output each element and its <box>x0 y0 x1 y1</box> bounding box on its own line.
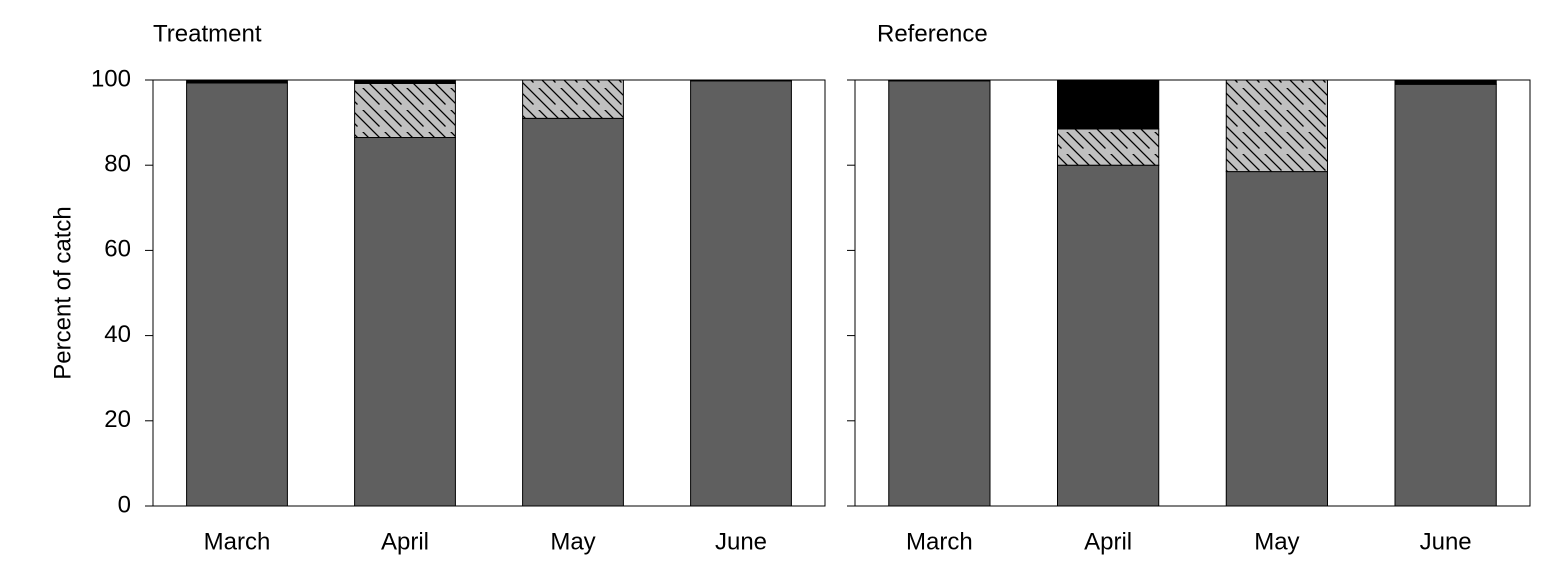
x-tick-label: March <box>906 528 973 555</box>
bar-segment <box>354 137 456 507</box>
y-tick-label: 100 <box>91 65 131 92</box>
bar-segment <box>1057 79 1160 130</box>
bar-segment <box>1394 79 1497 85</box>
x-tick-label: May <box>1254 528 1299 555</box>
y-tick-label: 0 <box>118 491 131 518</box>
x-tick-label: May <box>550 528 595 555</box>
bar-segment <box>186 82 288 507</box>
bar-segment <box>1057 164 1160 507</box>
bar-segment <box>1225 171 1328 507</box>
y-tick-label: 60 <box>104 236 131 263</box>
panel-title: Treatment <box>153 20 262 47</box>
bar-segment <box>1057 128 1160 166</box>
bar-segment <box>888 80 991 507</box>
bar-segment <box>354 82 456 139</box>
plot-frame <box>854 79 1531 507</box>
y-tick-label: 20 <box>104 406 131 433</box>
x-tick-label: March <box>204 528 271 555</box>
x-tick-label: April <box>1084 528 1132 555</box>
y-axis-label: Percent of catch <box>49 206 76 379</box>
bar-segment <box>522 117 624 507</box>
bar-segment <box>1394 83 1497 507</box>
x-tick-label: June <box>1420 528 1472 555</box>
plot-frame <box>152 79 826 507</box>
bar-segment <box>690 80 792 507</box>
bar-segment <box>354 79 456 84</box>
x-tick-label: June <box>715 528 767 555</box>
y-tick-label: 80 <box>104 151 131 178</box>
y-tick-label: 40 <box>104 321 131 348</box>
panel-title: Reference <box>877 20 988 47</box>
x-tick-label: April <box>381 528 429 555</box>
bar-segment <box>1225 79 1328 173</box>
bar-segment <box>522 79 624 119</box>
